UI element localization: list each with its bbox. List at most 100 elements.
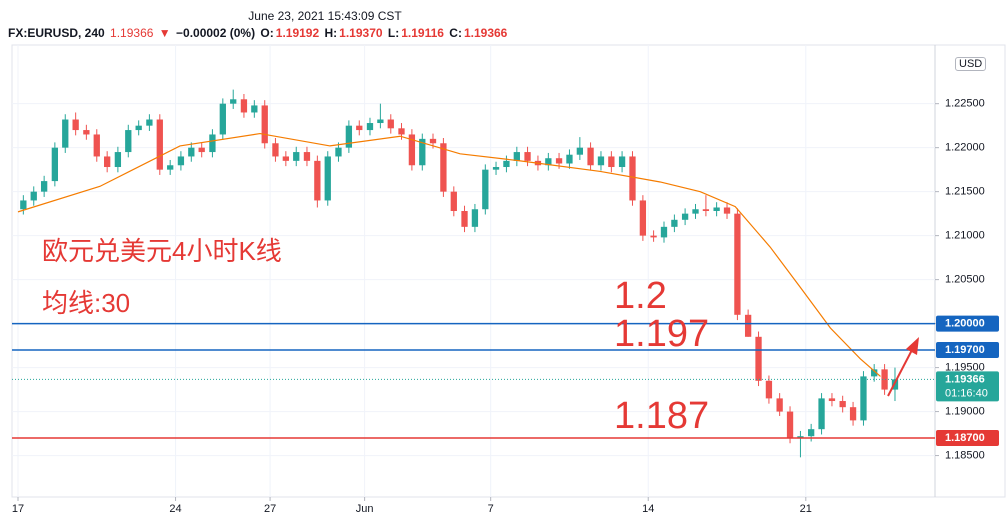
ohlc-value: 1.19192 bbox=[275, 26, 320, 40]
candle-body bbox=[282, 156, 289, 161]
y-tick-label: 1.19000 bbox=[945, 405, 985, 417]
candle-body bbox=[177, 156, 185, 166]
candle-body bbox=[293, 152, 300, 161]
x-tick-label: 21 bbox=[800, 503, 812, 515]
level-label: 1.18700 bbox=[945, 432, 985, 444]
candle-body bbox=[734, 213, 741, 315]
annotation-title: 欧元兑美元4小时K线 bbox=[42, 236, 282, 266]
x-tick-label: 17 bbox=[12, 503, 24, 515]
x-tick-label: 7 bbox=[488, 503, 494, 515]
symbol: FX:EURUSD, 240 bbox=[8, 26, 105, 40]
candle-body bbox=[209, 134, 216, 153]
candle-body bbox=[608, 156, 615, 168]
candle-body bbox=[440, 143, 447, 192]
change-arrow: ▼ bbox=[158, 26, 171, 40]
candle-body bbox=[524, 152, 531, 161]
candle-body bbox=[167, 165, 174, 170]
candle-body bbox=[30, 191, 37, 201]
candle-body bbox=[72, 119, 79, 131]
candle-body bbox=[62, 119, 69, 148]
candle-body bbox=[40, 181, 48, 192]
candle-body bbox=[713, 207, 720, 212]
candle-body bbox=[377, 119, 384, 124]
y-tick-label: 1.20500 bbox=[945, 274, 985, 286]
candle-body bbox=[849, 407, 857, 421]
last-price-box bbox=[936, 371, 999, 402]
candle-body bbox=[566, 154, 573, 164]
level-label-box bbox=[936, 429, 999, 446]
candle-body bbox=[240, 99, 248, 113]
ohlc-value: 1.19366 bbox=[463, 26, 508, 40]
candle-body bbox=[660, 226, 668, 238]
y-tick-label: 1.21000 bbox=[945, 230, 985, 242]
candle-body bbox=[545, 158, 552, 166]
annotation-ma: 均线:30 bbox=[42, 288, 130, 318]
candle-body bbox=[871, 369, 878, 377]
candle-body bbox=[219, 103, 226, 135]
candle-body bbox=[408, 134, 416, 166]
candle-body bbox=[198, 147, 205, 153]
candle-body bbox=[492, 167, 500, 170]
candle-body bbox=[681, 213, 689, 220]
currency-button[interactable]: USD bbox=[955, 57, 987, 71]
level-label-box bbox=[936, 341, 999, 358]
candle-body bbox=[450, 191, 457, 212]
candle-body bbox=[419, 138, 426, 166]
timestamp: June 23, 2021 15:43:09 CST bbox=[248, 9, 402, 23]
level-label: 1.20000 bbox=[945, 318, 985, 330]
candle-body bbox=[335, 147, 342, 157]
candle-body bbox=[104, 156, 111, 168]
candle-body bbox=[629, 156, 636, 201]
candle-body bbox=[797, 436, 804, 438]
candle-body bbox=[93, 134, 100, 157]
candle-body bbox=[744, 314, 752, 337]
candle-body bbox=[692, 209, 699, 214]
ohlc-label: C: bbox=[449, 26, 462, 40]
candle-body bbox=[314, 160, 321, 201]
candle-body bbox=[671, 219, 678, 227]
candle-body bbox=[51, 147, 59, 182]
grid bbox=[12, 45, 935, 497]
candle-body bbox=[261, 105, 268, 144]
candle-body bbox=[135, 125, 142, 131]
candle-body bbox=[597, 156, 605, 166]
level-label-box bbox=[936, 315, 999, 332]
candle-body bbox=[555, 158, 563, 164]
candle-body bbox=[251, 105, 258, 113]
candle-body bbox=[513, 152, 520, 161]
plot-frame bbox=[11, 44, 1006, 498]
candle-body bbox=[776, 398, 783, 412]
annotation-level: 1.2 bbox=[614, 275, 667, 317]
candle-body bbox=[587, 147, 594, 166]
axes: 1.18500 1.19000 1.19500 1.20000 1.20500 1.210… bbox=[12, 98, 999, 515]
ohlc-label: L: bbox=[387, 26, 400, 40]
annotation-level: 1.197 bbox=[614, 313, 709, 355]
candle-body bbox=[324, 156, 331, 201]
x-tick-label: Jun bbox=[356, 503, 374, 515]
candle-body bbox=[839, 401, 846, 408]
candle-body bbox=[808, 429, 815, 437]
candle-body bbox=[398, 128, 405, 135]
candle-body bbox=[723, 207, 731, 214]
y-tick-label: 1.22000 bbox=[945, 142, 985, 154]
countdown-label: 01:16:40 bbox=[945, 387, 988, 399]
y-tick-label: 1.21500 bbox=[945, 186, 985, 198]
candle-body bbox=[272, 143, 279, 157]
candle-body bbox=[860, 376, 867, 421]
candle-body bbox=[765, 380, 773, 399]
x-tick-label: 27 bbox=[264, 503, 276, 515]
plot bbox=[12, 89, 935, 458]
annotation-level: 1.187 bbox=[614, 395, 709, 437]
arrow bbox=[887, 337, 919, 397]
candle-body bbox=[356, 125, 363, 131]
candle-body bbox=[146, 119, 153, 126]
candle-body bbox=[345, 125, 353, 148]
candle-body bbox=[366, 123, 374, 131]
candle-body bbox=[471, 209, 479, 227]
last-price-label: 1.19366 bbox=[945, 373, 985, 385]
candle-body bbox=[786, 411, 794, 438]
price: 1.19366 bbox=[110, 26, 154, 40]
ohlc-label: H: bbox=[324, 26, 338, 40]
